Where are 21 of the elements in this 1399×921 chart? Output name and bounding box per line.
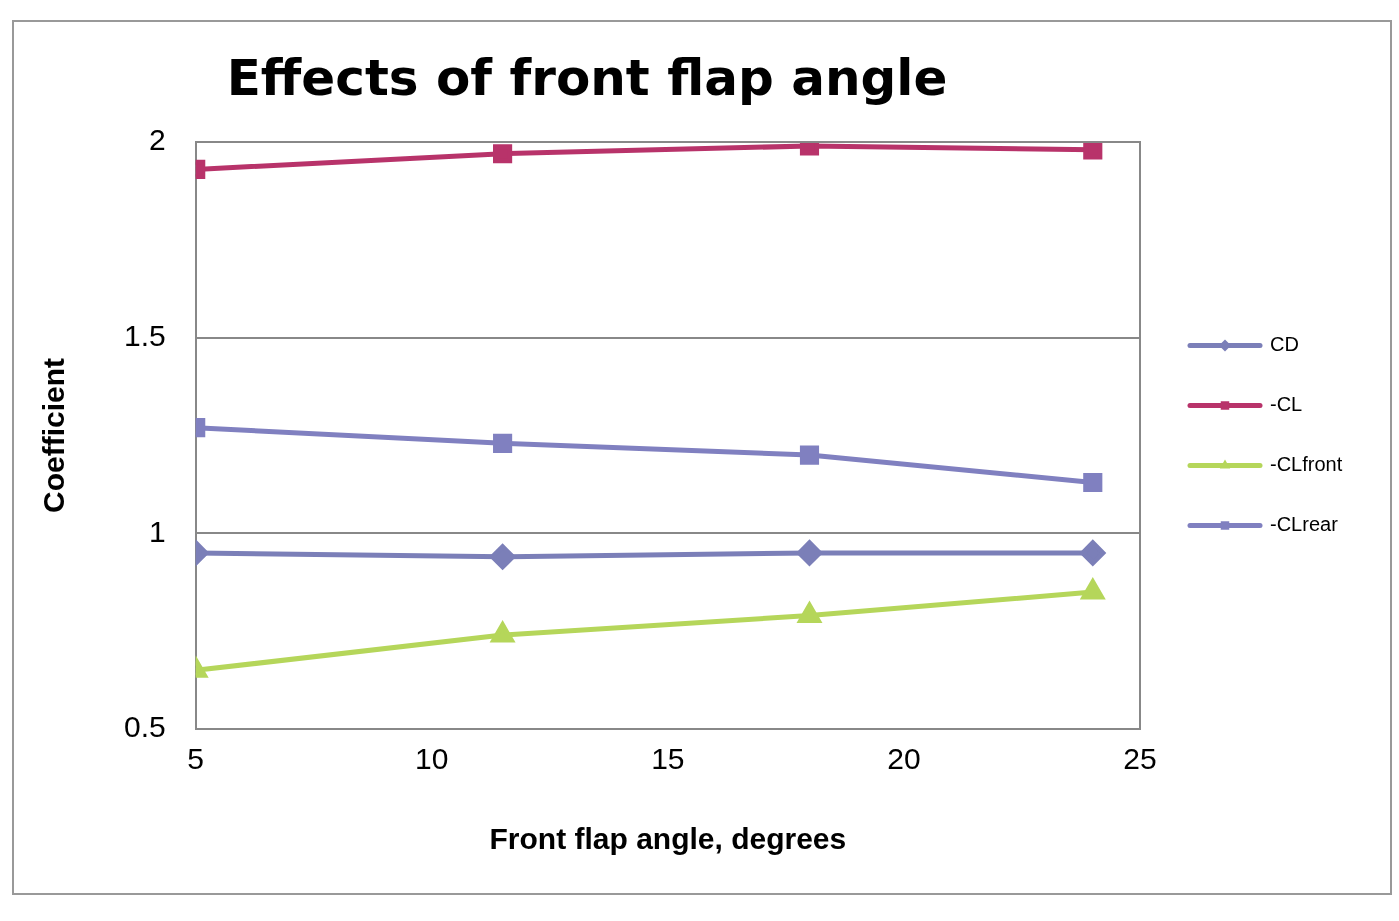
legend-label: -CLrear xyxy=(1270,513,1339,536)
legend-label: -CL xyxy=(1270,393,1303,416)
point xyxy=(797,540,822,566)
x-tick-label: 5 xyxy=(187,742,205,776)
x-axis-title: Front flap angle, degrees xyxy=(489,822,847,856)
y-tick-label: 1 xyxy=(149,514,166,548)
x-tick-label: 25 xyxy=(1123,742,1157,776)
point xyxy=(1083,472,1103,493)
legend-label: CD xyxy=(1270,333,1299,356)
x-tick-label: 15 xyxy=(651,742,685,776)
legend-label: -CLfront xyxy=(1270,453,1343,476)
point xyxy=(1083,142,1103,160)
y-tick-label: 2 xyxy=(149,123,166,157)
y-tick-label: 0.5 xyxy=(123,710,166,744)
x-tick-label: 10 xyxy=(415,742,449,776)
point xyxy=(799,445,820,465)
y-axis-title: Coefficient xyxy=(37,357,71,514)
point xyxy=(1080,540,1106,566)
x-tick-label: 20 xyxy=(887,742,921,776)
y-tick-label: 1.5 xyxy=(123,318,166,352)
chart-title: Effects of front flap angle xyxy=(226,48,948,107)
